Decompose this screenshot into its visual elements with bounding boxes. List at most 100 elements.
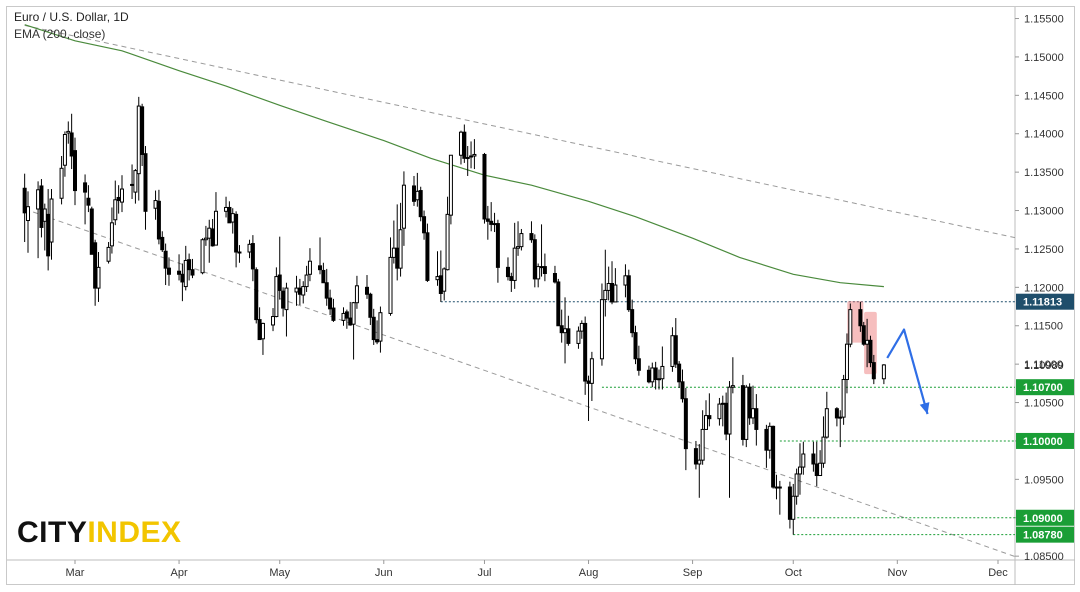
candle-body <box>26 206 31 222</box>
candle-body <box>834 408 839 419</box>
candle-body <box>301 286 306 296</box>
price-tag-label: 1.11813 <box>1023 297 1062 309</box>
candle-body <box>505 266 510 278</box>
candle-body <box>777 486 782 489</box>
candle-body <box>707 415 712 420</box>
candle-body <box>341 312 346 321</box>
price-tag <box>1016 509 1074 526</box>
candle-body <box>519 233 524 248</box>
candle-body <box>166 267 171 275</box>
candle-body <box>227 206 232 224</box>
y-tick-label: 1.11000 <box>1024 359 1063 371</box>
candle-body <box>213 210 218 246</box>
price-tag <box>1016 293 1074 310</box>
candle-body <box>566 328 571 344</box>
y-tick-label: 1.13000 <box>1024 206 1064 218</box>
channel-line-1 <box>24 24 1015 239</box>
price-tag <box>1016 379 1074 396</box>
candle-body <box>69 132 74 157</box>
candle-body <box>22 187 27 214</box>
candle-body <box>579 322 584 332</box>
candle-body <box>586 380 591 384</box>
candle-body <box>119 188 124 203</box>
candle-body <box>841 379 846 418</box>
candle-body <box>824 408 829 438</box>
candle-body <box>391 247 396 258</box>
candle-body <box>411 185 416 202</box>
candle-body <box>324 282 329 299</box>
candle-body <box>482 153 487 220</box>
candle-body <box>307 260 312 275</box>
candle-body <box>354 285 359 304</box>
candle-body <box>277 274 282 291</box>
candle-body <box>36 189 41 210</box>
candle-body <box>660 365 665 380</box>
candle-body <box>180 273 185 283</box>
candle-body <box>465 157 470 160</box>
candle-body <box>653 367 658 381</box>
candle-body <box>680 381 685 400</box>
candle-body <box>42 208 47 222</box>
candle-body <box>599 299 604 360</box>
x-tick-label: Jul <box>477 567 491 579</box>
candle-body <box>697 459 702 465</box>
candle-body <box>398 229 403 269</box>
chart-panel <box>6 6 1075 585</box>
candle-body <box>556 281 561 327</box>
candle-body <box>59 167 64 199</box>
candle-body <box>720 402 725 405</box>
candle-body <box>472 153 477 157</box>
candle-body <box>49 198 54 243</box>
candle-body <box>257 319 262 341</box>
candle-body <box>750 408 755 419</box>
y-tick-label: 1.11500 <box>1024 321 1063 333</box>
candle-body <box>371 316 376 341</box>
candle-body <box>260 322 265 340</box>
candle-body <box>281 290 286 309</box>
candle-body <box>703 415 708 430</box>
candle-body <box>818 462 823 477</box>
y-tick-label: 1.12500 <box>1024 244 1064 256</box>
candle-body <box>626 275 631 311</box>
candle-body <box>210 228 215 247</box>
candle-body <box>425 232 430 281</box>
candle-body <box>700 428 705 461</box>
candle-body <box>348 317 353 326</box>
x-tick-label: Mar <box>66 567 85 579</box>
candle-body <box>771 425 776 488</box>
x-tick-label: Sep <box>683 567 703 579</box>
y-tick-label: 1.15500 <box>1024 14 1064 26</box>
candle-body <box>727 386 732 435</box>
price-tag-label: 1.08780 <box>1023 530 1063 542</box>
logo-text-index: INDEX <box>87 516 182 549</box>
candle-body <box>630 309 635 334</box>
x-tick-label: Aug <box>579 567 599 579</box>
candle-body <box>321 269 326 284</box>
candle-body <box>442 268 447 292</box>
candle-body <box>237 251 242 254</box>
candle-body <box>677 363 682 383</box>
x-tick-label: Jun <box>375 567 393 579</box>
y-tick-label: 1.09500 <box>1024 474 1064 486</box>
candle-body <box>297 287 302 295</box>
candle-body <box>66 130 71 134</box>
candle-body <box>351 302 356 325</box>
candle-body <box>717 403 722 420</box>
candle-body <box>331 307 336 321</box>
candle-body <box>539 266 544 269</box>
candle-body <box>93 242 98 289</box>
candle-body <box>492 223 497 226</box>
candle-body <box>203 237 208 241</box>
candle-body <box>754 408 759 430</box>
candle-body <box>563 328 568 334</box>
candle-body <box>559 325 564 334</box>
x-tick-label: Oct <box>785 567 802 579</box>
y-tick-label: 1.14000 <box>1024 129 1064 141</box>
city-index-logo: CITYINDEX <box>17 516 182 550</box>
projection-arrow-head <box>919 402 930 415</box>
candle-body <box>113 199 118 221</box>
candle-body <box>462 131 467 159</box>
candle-body <box>673 335 678 365</box>
candle-body <box>636 358 641 371</box>
candle-body <box>552 273 557 283</box>
